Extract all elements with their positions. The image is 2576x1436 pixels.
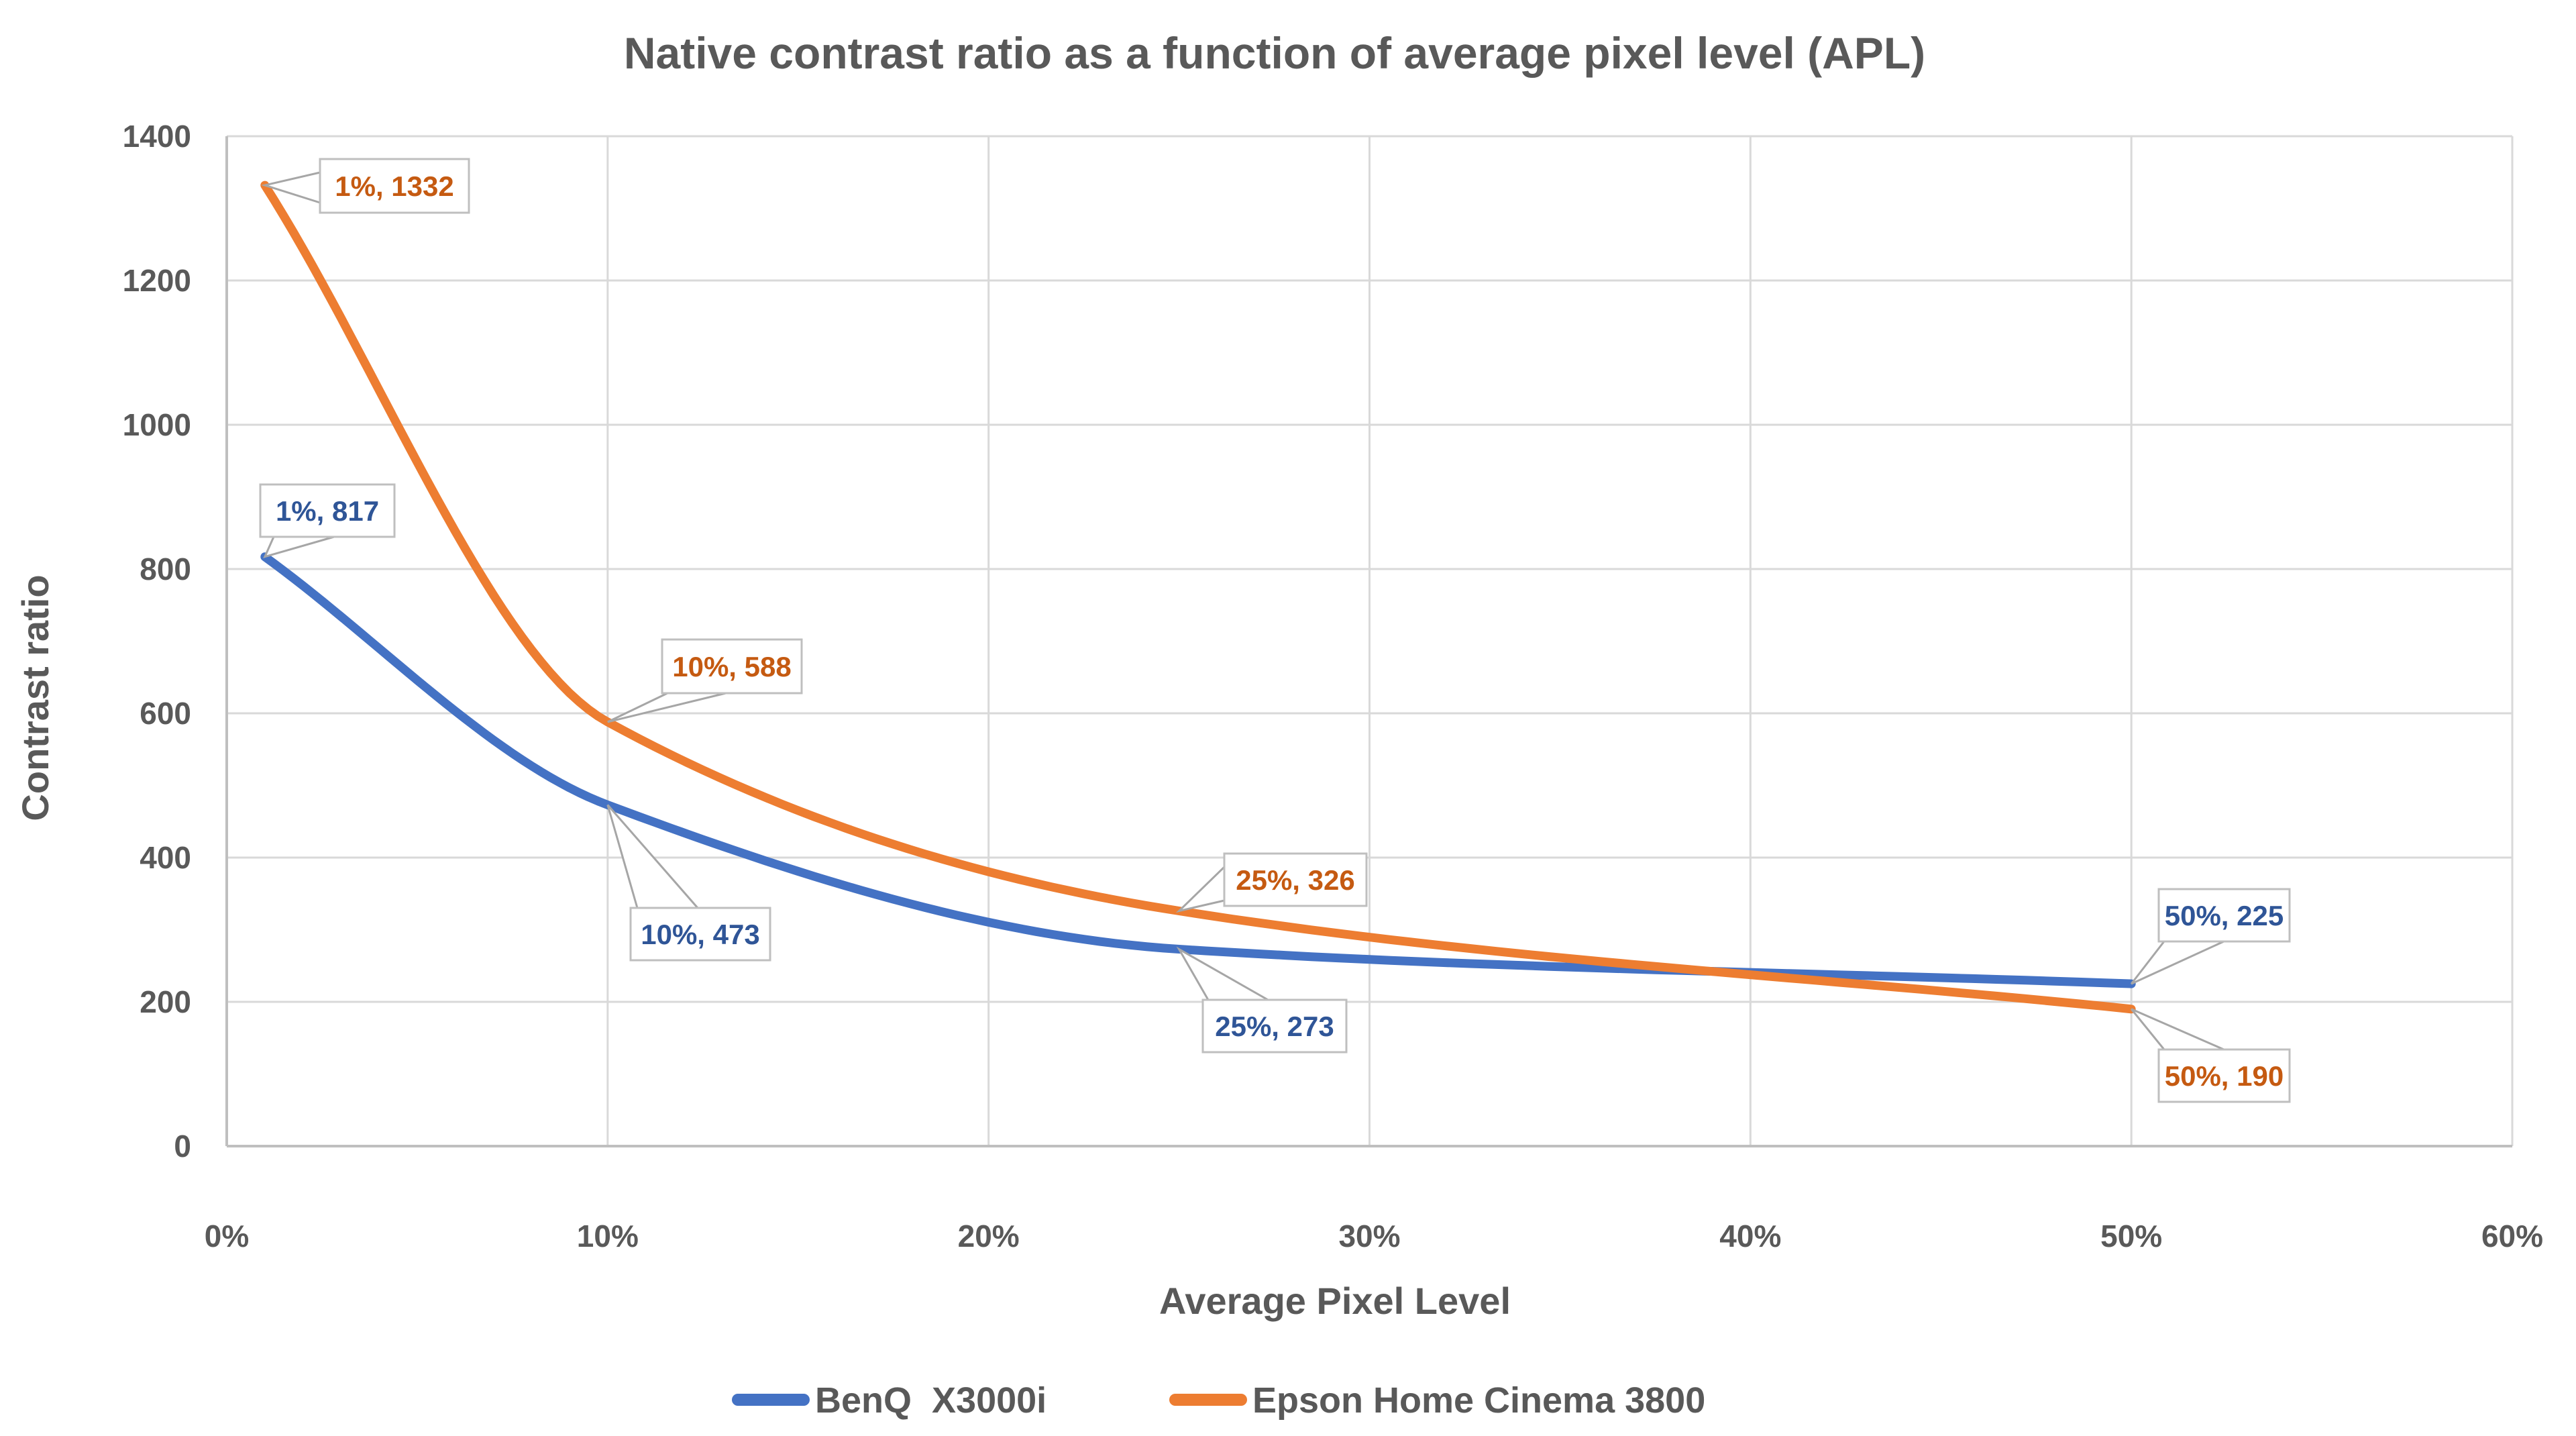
data-label-epson-25pct: 25%, 326	[1236, 864, 1354, 896]
callout-box	[629, 907, 771, 962]
callout-box	[1223, 852, 1368, 907]
legend-label-benq: BenQ X3000i	[815, 1380, 1046, 1421]
x-tick-label: 20%	[958, 1219, 1020, 1253]
callout-wedge	[607, 692, 727, 723]
axis-lines	[225, 136, 2512, 1147]
x-tick-label: 40%	[1719, 1219, 1781, 1253]
x-tick-label: 30%	[1338, 1219, 1400, 1253]
data-label-epson-1pct: 1%, 1332	[335, 170, 453, 202]
callout-box	[2157, 888, 2291, 943]
callout-box	[259, 483, 396, 538]
x-tick-label: 10%	[577, 1219, 639, 1253]
x-tick-label: 0%	[205, 1219, 249, 1253]
data-label-epson-50pct: 50%, 190	[2165, 1060, 2284, 1092]
y-tick-label: 800	[140, 552, 191, 586]
callout-box	[1201, 998, 1348, 1054]
callout-wedge	[263, 535, 335, 559]
x-axis-title: Average Pixel Level	[1159, 1280, 1511, 1322]
series-line-benq-x3000i	[260, 552, 2136, 988]
x-tick-label: 60%	[2481, 1219, 2543, 1253]
callout-box	[661, 638, 803, 695]
data-label-callouts: 1%, 817 10%, 473 25%, 273 50%, 225 1%, 1…	[259, 158, 2291, 1103]
callout-wedge	[1175, 864, 1226, 913]
y-tick-label: 200	[140, 984, 191, 1019]
y-axis-title: Contrast ratio	[14, 574, 56, 821]
x-axis-tick-labels: 0% 10% 20% 30% 40% 50% 60%	[205, 1219, 2543, 1253]
callout-box	[2157, 1048, 2291, 1103]
y-tick-label: 1000	[123, 407, 191, 442]
callout-wedge	[2131, 1008, 2224, 1051]
data-label-benq-50pct: 50%, 225	[2165, 900, 2284, 931]
gridlines	[227, 135, 2514, 1146]
y-tick-label: 1400	[123, 119, 191, 154]
y-tick-label: 0	[174, 1129, 191, 1164]
callout-box	[319, 158, 470, 214]
y-axis-tick-labels: 0 200 400 600 800 1000 1200 1400	[123, 119, 191, 1164]
x-tick-label: 50%	[2100, 1219, 2162, 1253]
data-label-epson-10pct: 10%, 588	[672, 651, 791, 682]
legend: BenQ X3000i Epson Home Cinema 3800	[732, 1380, 1705, 1421]
data-label-benq-10pct: 10%, 473	[641, 919, 759, 950]
callout-wedge	[2130, 940, 2224, 985]
y-tick-label: 600	[140, 696, 191, 731]
legend-label-epson: Epson Home Cinema 3800	[1252, 1380, 1705, 1421]
chart-title: Native contrast ratio as a function of a…	[624, 28, 1925, 78]
data-label-benq-1pct: 1%, 817	[276, 495, 379, 527]
data-label-benq-25pct: 25%, 273	[1215, 1011, 1334, 1042]
y-tick-label: 400	[140, 840, 191, 875]
y-tick-label: 1200	[123, 263, 191, 298]
series-line-epson-home-cinema-3800	[260, 181, 2136, 1014]
